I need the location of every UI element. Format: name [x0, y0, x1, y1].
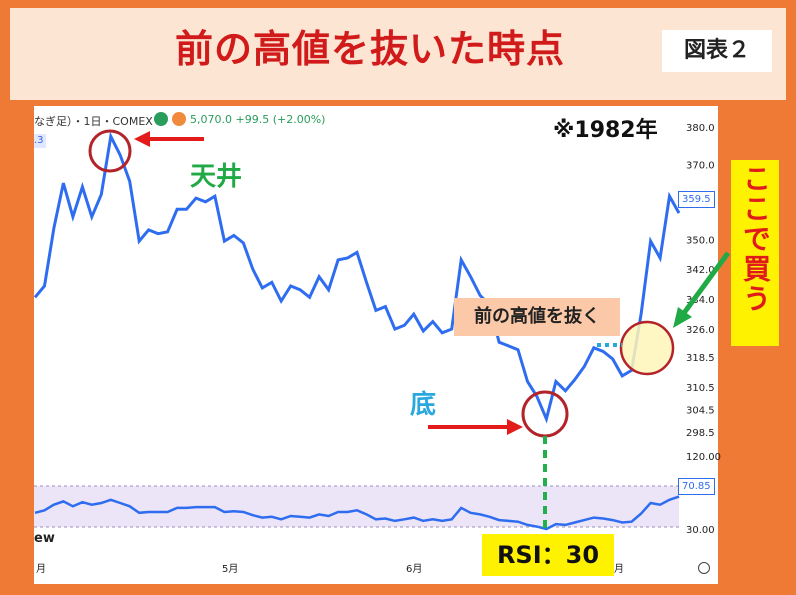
- title-band: [10, 8, 786, 100]
- chart-settings-icon[interactable]: [698, 562, 710, 574]
- x-axis: 月 5月 6月 月: [36, 563, 624, 575]
- price-tick-label: 334.0: [686, 295, 715, 306]
- x-tick-label: 月: [614, 563, 624, 575]
- rsi-series-line: [34, 495, 680, 531]
- top-label: 天井: [190, 162, 243, 192]
- bottom-label: 底: [410, 390, 437, 420]
- x-tick-label: 5月: [222, 563, 238, 575]
- rsi-band: [34, 486, 679, 527]
- rsi-tick-label: 30.00: [686, 525, 715, 536]
- price-tick-label: 298.5: [686, 428, 715, 439]
- price-tick-label: 342.0: [686, 265, 715, 276]
- rsi-callout: RSI：30: [482, 534, 614, 576]
- buy-highlight-circle: [619, 320, 675, 376]
- status-dot-icon: [154, 112, 168, 126]
- price-tick-label: 380.0: [686, 123, 715, 134]
- price-tick-label: 304.5: [686, 406, 715, 417]
- price-tick-label: 370.0: [686, 160, 715, 171]
- year-note: ※1982年: [553, 118, 658, 143]
- price-axis: 380.0 370.0 350.0 342.0 334.0 326.0 318.5 310.5…: [686, 123, 715, 439]
- bottom-arrow-head: [507, 419, 523, 435]
- top-arrow-head: [134, 131, 150, 147]
- rsi-axis: 120.00 30.00: [686, 452, 721, 536]
- price-tick-label: 318.5: [686, 353, 715, 364]
- page-title: 前の高値を抜いた時点: [175, 27, 566, 71]
- price-tick-label: 326.0: [686, 325, 715, 336]
- buy-arrow-shaft: [681, 251, 731, 315]
- buy-here-label: ここで買う: [739, 164, 772, 314]
- top-marker-circle: [88, 129, 132, 173]
- price-series-line: [33, 131, 681, 424]
- buy-here-box: ここで買う: [731, 160, 779, 346]
- instrument-header: なぎ足）・1日・COMEX: [34, 115, 153, 128]
- current-price-tag: 359.5: [678, 191, 715, 208]
- ohlc-values: 5,070.0 +99.5 (+2.00%): [190, 113, 326, 126]
- truncated-price-tag: .3: [34, 134, 46, 148]
- status-dot-orange-icon: [172, 112, 186, 126]
- price-tick-label: 350.0: [686, 235, 715, 246]
- buy-arrow-head: [673, 307, 692, 328]
- current-rsi-tag: 70.85: [678, 478, 715, 495]
- figure-label: 図表２: [662, 30, 772, 72]
- rsi-tick-label: 120.00: [686, 452, 721, 463]
- x-tick-label: 月: [36, 563, 46, 575]
- price-tick-label: 310.5: [686, 383, 715, 394]
- watermark-fragment: ew: [34, 531, 55, 546]
- x-tick-label: 6月: [406, 563, 422, 575]
- breakout-callout: 前の高値を抜く: [454, 298, 620, 336]
